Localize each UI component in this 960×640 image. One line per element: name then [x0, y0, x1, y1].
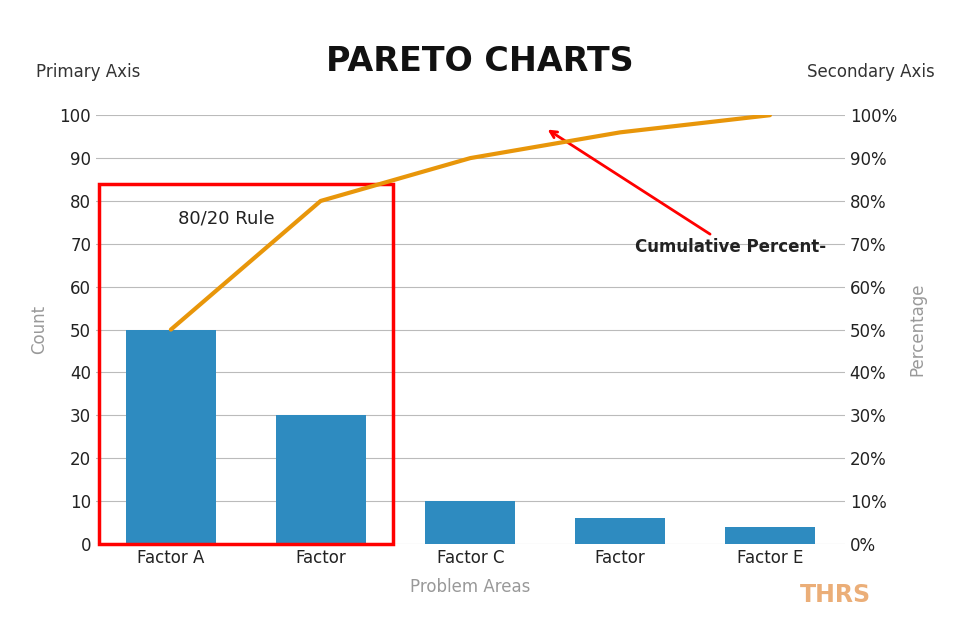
Bar — [575, 518, 665, 544]
Bar — [425, 501, 516, 544]
Text: PARETO CHARTS: PARETO CHARTS — [326, 45, 634, 78]
Text: Cumulative Percent-: Cumulative Percent- — [550, 131, 827, 257]
Y-axis label: Count: Count — [31, 305, 48, 354]
Text: THRS: THRS — [800, 583, 871, 607]
Bar — [126, 330, 216, 544]
Text: 80/20 Rule: 80/20 Rule — [179, 209, 275, 228]
Bar — [276, 415, 366, 544]
Text: Secondary Axis: Secondary Axis — [807, 63, 935, 81]
X-axis label: Problem Areas: Problem Areas — [410, 578, 531, 596]
Bar — [725, 527, 815, 544]
Y-axis label: Percentage: Percentage — [908, 283, 926, 376]
Text: Primary Axis: Primary Axis — [36, 63, 140, 81]
